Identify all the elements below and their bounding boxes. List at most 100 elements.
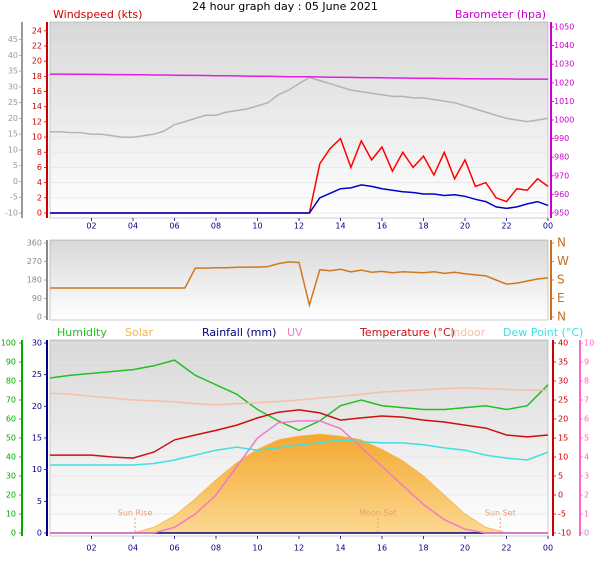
y-tick-label: 6 — [584, 415, 589, 424]
y-tick-label: -5 — [558, 510, 566, 519]
y-tick-label: 5 — [558, 472, 563, 481]
y-tick-label: 40 — [6, 453, 16, 462]
x-tick-label: 20 — [460, 544, 470, 553]
y-tick-label: 0 — [584, 529, 589, 538]
y-tick-label: 2 — [584, 491, 589, 500]
x-tick-label: 22 — [501, 544, 511, 553]
y-tick-label: 10 — [584, 339, 594, 348]
y-tick-label: 1010 — [554, 97, 574, 106]
y-tick-label: 18 — [32, 72, 42, 81]
y-tick-label: 25 — [558, 396, 568, 405]
y-tick-label: 960 — [554, 190, 569, 199]
legend-label: Indoor — [450, 326, 486, 339]
x-tick-label: 12 — [294, 544, 304, 553]
y-tick-label: 180 — [27, 276, 42, 285]
y-tick-label: 0 — [37, 529, 42, 538]
y-tick-label: 10 — [8, 145, 18, 154]
y-tick-label: W — [557, 254, 569, 268]
y-tick-label: 30 — [6, 472, 16, 481]
legend-label: UV — [287, 326, 303, 339]
y-tick-label: 35 — [8, 67, 18, 76]
y-tick-label: 950 — [554, 209, 569, 218]
axis-label: Barometer (hpa) — [455, 8, 546, 21]
y-tick-label: 5 — [37, 497, 42, 506]
x-tick-label: 02 — [86, 544, 96, 553]
y-tick-label: 20 — [558, 415, 568, 424]
y-tick-label: 10 — [32, 133, 42, 142]
x-tick-label: 04 — [128, 222, 138, 231]
y-tick-label: 2 — [37, 193, 42, 202]
legend-label: Temperature (°C) — [359, 326, 455, 339]
annotation-label: Sun Rise — [118, 509, 153, 518]
line — [50, 420, 548, 534]
x-tick-label: 10 — [252, 544, 262, 553]
annotation-label: Moon Set — [359, 509, 396, 518]
x-tick-label: 18 — [418, 222, 428, 231]
y-tick-label: S — [557, 273, 565, 287]
y-tick-label: 20 — [32, 57, 42, 66]
y-tick-label: 8 — [584, 377, 589, 386]
line — [50, 409, 549, 459]
y-tick-label: 22 — [32, 41, 42, 50]
line — [50, 439, 549, 466]
y-tick-label: 20 — [6, 491, 16, 500]
annotation-label: Sun Set — [485, 509, 516, 518]
y-tick-label: 3 — [584, 472, 589, 481]
x-tick-label: 20 — [460, 222, 470, 231]
y-tick-label: E — [557, 291, 565, 305]
line — [49, 359, 549, 432]
x-tick-label: 14 — [335, 544, 345, 553]
y-tick-label: -5 — [10, 193, 18, 202]
y-tick-label: 35 — [558, 358, 568, 367]
line — [50, 261, 549, 308]
legend-label: Dew Point (°C) — [503, 326, 583, 339]
x-tick-label: 12 — [294, 222, 304, 231]
y-tick-label: -10 — [558, 529, 571, 538]
line — [49, 387, 548, 406]
y-tick-label: 1020 — [554, 78, 574, 87]
y-tick-label: 360 — [27, 239, 42, 248]
y-tick-label: 30 — [558, 377, 568, 386]
y-tick-label: 12 — [32, 117, 42, 126]
y-tick-label: 1030 — [554, 60, 574, 69]
y-tick-label: 1040 — [554, 41, 574, 50]
y-tick-label: 15 — [558, 434, 568, 443]
y-tick-label: 90 — [32, 294, 42, 303]
x-tick-label: 04 — [128, 544, 138, 553]
y-tick-label: 5 — [13, 161, 18, 170]
y-tick-label: N — [557, 236, 566, 250]
y-tick-label: 4 — [584, 453, 589, 462]
y-tick-label: 1 — [584, 510, 589, 519]
y-tick-label: 970 — [554, 171, 569, 180]
x-tick-label: 08 — [211, 544, 221, 553]
x-tick-label: 02 — [86, 222, 96, 231]
chart-title: 24 hour graph day : 05 June 2021 — [192, 0, 378, 13]
y-tick-label: 990 — [554, 134, 569, 143]
x-tick-label: 16 — [377, 222, 387, 231]
y-tick-label: 980 — [554, 153, 569, 162]
y-tick-label: 7 — [584, 396, 589, 405]
line — [50, 184, 549, 214]
y-tick-label: 1000 — [554, 116, 574, 125]
y-tick-label: 20 — [8, 114, 18, 123]
y-tick-label: 14 — [32, 102, 42, 111]
x-tick-label: 14 — [335, 222, 345, 231]
x-tick-label: 16 — [377, 544, 387, 553]
y-tick-label: 24 — [32, 26, 42, 35]
y-tick-label: 30 — [32, 339, 42, 348]
y-tick-label: 20 — [32, 402, 42, 411]
y-tick-label: 270 — [27, 257, 42, 266]
y-tick-label: 0 — [37, 313, 42, 322]
legend-label: Solar — [125, 326, 154, 339]
y-tick-label: 70 — [6, 396, 16, 405]
y-tick-label: 25 — [8, 98, 18, 107]
y-tick-label: 15 — [8, 130, 18, 139]
y-tick-label: 90 — [6, 358, 16, 367]
y-tick-label: -10 — [5, 209, 18, 218]
y-tick-label: 60 — [6, 415, 16, 424]
y-tick-label: 30 — [8, 82, 18, 91]
y-tick-label: 0 — [37, 209, 42, 218]
y-tick-label: 15 — [32, 434, 42, 443]
area — [50, 433, 548, 534]
x-tick-label: 22 — [501, 222, 511, 231]
